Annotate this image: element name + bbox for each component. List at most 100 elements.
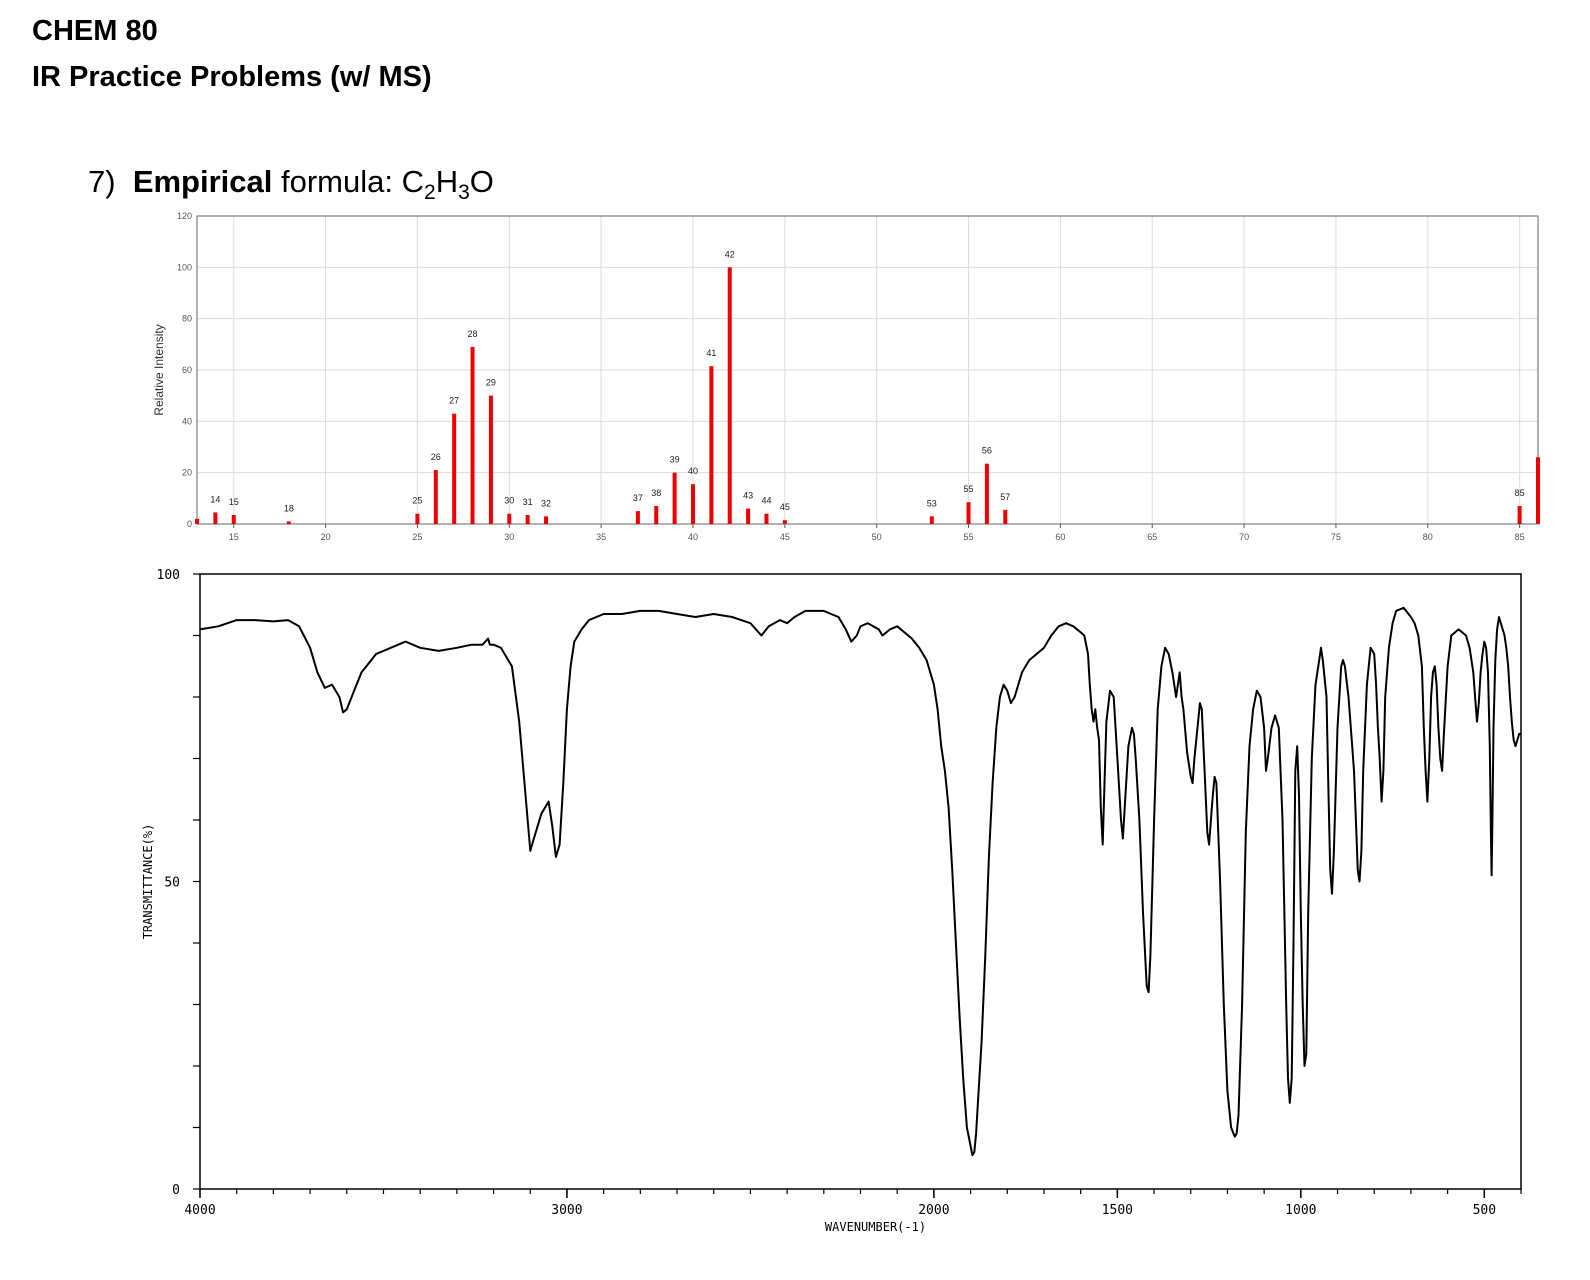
ms-peak-bar — [1003, 509, 1008, 524]
ms-peak-label: 27 — [449, 396, 459, 406]
ms-y-tick-label: 120 — [177, 211, 192, 221]
ms-peak-bar — [1536, 457, 1540, 524]
formula-subscript-3: 3 — [458, 181, 470, 205]
ms-peak-label: 30 — [504, 496, 514, 506]
ms-peak-bar — [488, 395, 493, 524]
ms-x-tick-label: 15 — [229, 532, 239, 542]
ms-peak-bar — [654, 506, 659, 524]
ms-peak-bar — [984, 463, 989, 524]
ms-x-tick-label: 80 — [1423, 532, 1433, 542]
ir-spectrum-chart: 4000 3000 2000 1500 1000 500 0 50 100 WAVENUMBER(… — [141, 568, 1522, 1234]
ir-x-tick-label: 500 — [1473, 1203, 1496, 1218]
ms-peak-label: 18 — [284, 503, 294, 513]
formula-element-o: O — [469, 164, 494, 199]
formula-subscript-2: 2 — [424, 181, 436, 205]
ms-peak-bar — [544, 516, 549, 524]
ms-peak-label: 55 — [964, 484, 974, 494]
ms-peak-bar — [231, 515, 236, 524]
ms-x-tick-label: 30 — [504, 532, 514, 542]
ms-peak-label: 42 — [725, 249, 735, 259]
ms-peak-bar — [286, 521, 291, 524]
ms-peak-label: 38 — [651, 488, 661, 498]
ir-x-axis-label: WAVENUMBER(-1) — [825, 1220, 926, 1234]
ir-x-tick-label: 1000 — [1285, 1203, 1316, 1218]
ir-x-tick-label: 4000 — [184, 1203, 215, 1218]
ms-peak-bar — [635, 511, 640, 524]
course-title: CHEM 80 — [32, 15, 158, 47]
ms-peak-label: 37 — [633, 493, 643, 503]
ms-peak-bar — [195, 518, 199, 524]
ms-peak-label: 28 — [468, 329, 478, 339]
ms-peak-bar — [966, 502, 971, 524]
ms-peak-label: 56 — [982, 446, 992, 456]
ir-y-axis-label: TRANSMITTANCE(%) — [141, 824, 155, 940]
ms-y-tick-label: 100 — [177, 262, 192, 272]
ir-y-tick-label: 0 — [172, 1183, 180, 1198]
ms-peak-bar — [470, 346, 475, 524]
ms-peak-label: 14 — [210, 494, 220, 504]
ir-x-tick-label: 2000 — [918, 1203, 949, 1218]
ir-y-tick-label: 100 — [157, 568, 180, 583]
ms-peak-label: 39 — [670, 455, 680, 465]
ms-y-axis-label: Relative Intensity — [152, 324, 166, 415]
formula: C2H3O — [401, 164, 494, 204]
ms-x-tick-label: 50 — [872, 532, 882, 542]
ms-y-tick-label: 40 — [182, 416, 192, 426]
document-header: CHEM 80 IR Practice Problems (w/ MS) — [32, 10, 432, 98]
ms-x-tick-label: 35 — [596, 532, 606, 542]
ms-peak-label: 15 — [229, 497, 239, 507]
ms-peak-bar — [213, 512, 218, 524]
ms-y-tick-label: 20 — [182, 468, 192, 478]
ms-x-tick-label: 85 — [1515, 532, 1525, 542]
ms-peak-bar — [672, 472, 677, 524]
ms-peak-bar — [709, 366, 714, 524]
ms-peak-bar — [727, 267, 732, 524]
ms-y-tick-label: 80 — [182, 314, 192, 324]
ms-peak-label: 25 — [412, 496, 422, 506]
ms-x-tick-label: 45 — [780, 532, 790, 542]
ms-peak-bar — [433, 470, 438, 524]
ir-x-tick-label: 1500 — [1102, 1203, 1133, 1218]
ms-peak-label: 41 — [706, 348, 716, 358]
ms-x-tick-label: 25 — [412, 532, 422, 542]
ms-peak-label: 45 — [780, 502, 790, 512]
ms-peak-label: 85 — [1515, 488, 1525, 498]
ms-peak-bar — [929, 516, 934, 524]
ms-peak-bar — [1517, 506, 1522, 524]
ms-x-tick-label: 65 — [1147, 532, 1157, 542]
problem-number: 7) — [88, 164, 116, 199]
formula-element-c: C — [401, 164, 424, 199]
ms-peak-bar — [415, 513, 420, 524]
ms-x-tick-label: 75 — [1331, 532, 1341, 542]
ir-y-tick-label: 50 — [164, 876, 180, 891]
ms-peak-bar — [690, 484, 695, 524]
ms-peak-label: 53 — [927, 498, 937, 508]
ms-peak-label: 26 — [431, 452, 441, 462]
ms-peak-bar — [525, 515, 530, 524]
ms-peak-label: 32 — [541, 498, 551, 508]
ms-peak-bar — [764, 513, 769, 524]
ms-plot-frame — [196, 215, 1539, 525]
ms-peak-bar — [782, 520, 787, 524]
ms-peak-bar — [507, 513, 512, 524]
formula-element-h: H — [435, 164, 459, 199]
ms-y-tick-label: 60 — [182, 365, 192, 375]
problem-text: formula: — [281, 164, 402, 199]
ms-x-tick-label: 20 — [321, 532, 331, 542]
ms-x-tick-label: 70 — [1239, 532, 1249, 542]
problem-bold-word: Empirical — [132, 164, 273, 199]
ms-peak-label: 40 — [688, 466, 698, 476]
page-subtitle: IR Practice Problems (w/ MS) — [32, 61, 432, 93]
ms-x-tick-label: 40 — [688, 532, 698, 542]
ms-peak-bar — [452, 413, 457, 524]
ir-x-tick-label: 3000 — [551, 1203, 582, 1218]
ir-transmittance-line — [199, 606, 1521, 1157]
mass-spectrum-chart: 0 20 40 60 80 100 120 15 20 25 30 35 40 45 50 55 60 65 70 7… — [152, 211, 1540, 542]
ms-peak-label: 44 — [761, 496, 771, 506]
ms-x-tick-label: 60 — [1055, 532, 1065, 542]
ms-peak-label: 57 — [1000, 492, 1010, 502]
ms-x-tick-label: 55 — [964, 532, 974, 542]
ms-y-tick-label: 0 — [187, 519, 192, 529]
ms-peak-bar — [746, 508, 751, 524]
ms-peak-label: 31 — [523, 497, 533, 507]
